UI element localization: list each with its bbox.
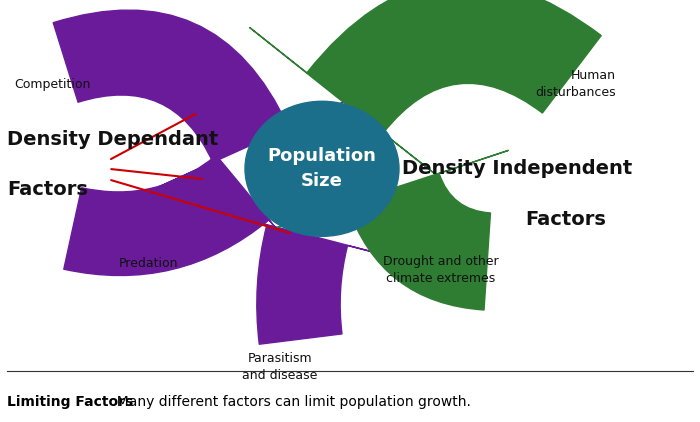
Text: Parasitism
and disease: Parasitism and disease [242,352,318,382]
Text: Drought and other
climate extremes: Drought and other climate extremes [383,255,499,285]
Text: Factors: Factors [7,180,88,200]
Text: Many different factors can limit population growth.: Many different factors can limit populat… [108,395,471,409]
Ellipse shape [245,101,399,236]
Text: Population
Size: Population Size [267,147,377,190]
Text: Density Dependant: Density Dependant [7,130,218,149]
Text: Competition: Competition [14,78,90,91]
Text: Limiting Factors: Limiting Factors [7,395,133,409]
Text: Density Independent: Density Independent [402,159,633,179]
Text: Factors: Factors [525,210,606,229]
Text: Predation: Predation [119,257,178,270]
Text: Human
disturbances: Human disturbances [536,69,616,100]
